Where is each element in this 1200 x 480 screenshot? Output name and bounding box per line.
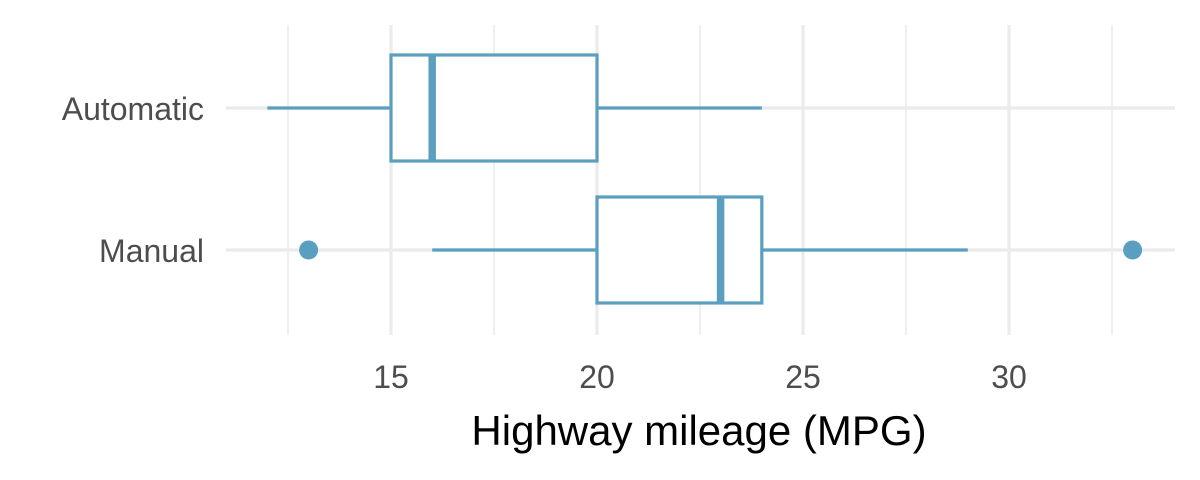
x-axis-title: Highway mileage (MPG) bbox=[471, 407, 926, 454]
y-category-label: Automatic bbox=[62, 91, 204, 127]
boxes-layer bbox=[267, 53, 1143, 305]
boxplot-automatic bbox=[267, 53, 762, 163]
boxplot-manual bbox=[299, 195, 1143, 305]
x-tick-label: 20 bbox=[579, 359, 615, 395]
x-tick-label: 15 bbox=[373, 359, 409, 395]
x-tick-label: 30 bbox=[991, 359, 1027, 395]
outlier-point bbox=[299, 240, 319, 260]
labels-layer: 15 20 25 30 Automatic Manual bbox=[62, 91, 1027, 395]
iqr-box bbox=[389, 53, 599, 163]
iqr-box bbox=[595, 195, 764, 305]
x-tick-label: 25 bbox=[785, 359, 821, 395]
y-category-label: Manual bbox=[99, 233, 204, 269]
outlier-point bbox=[1123, 240, 1143, 260]
